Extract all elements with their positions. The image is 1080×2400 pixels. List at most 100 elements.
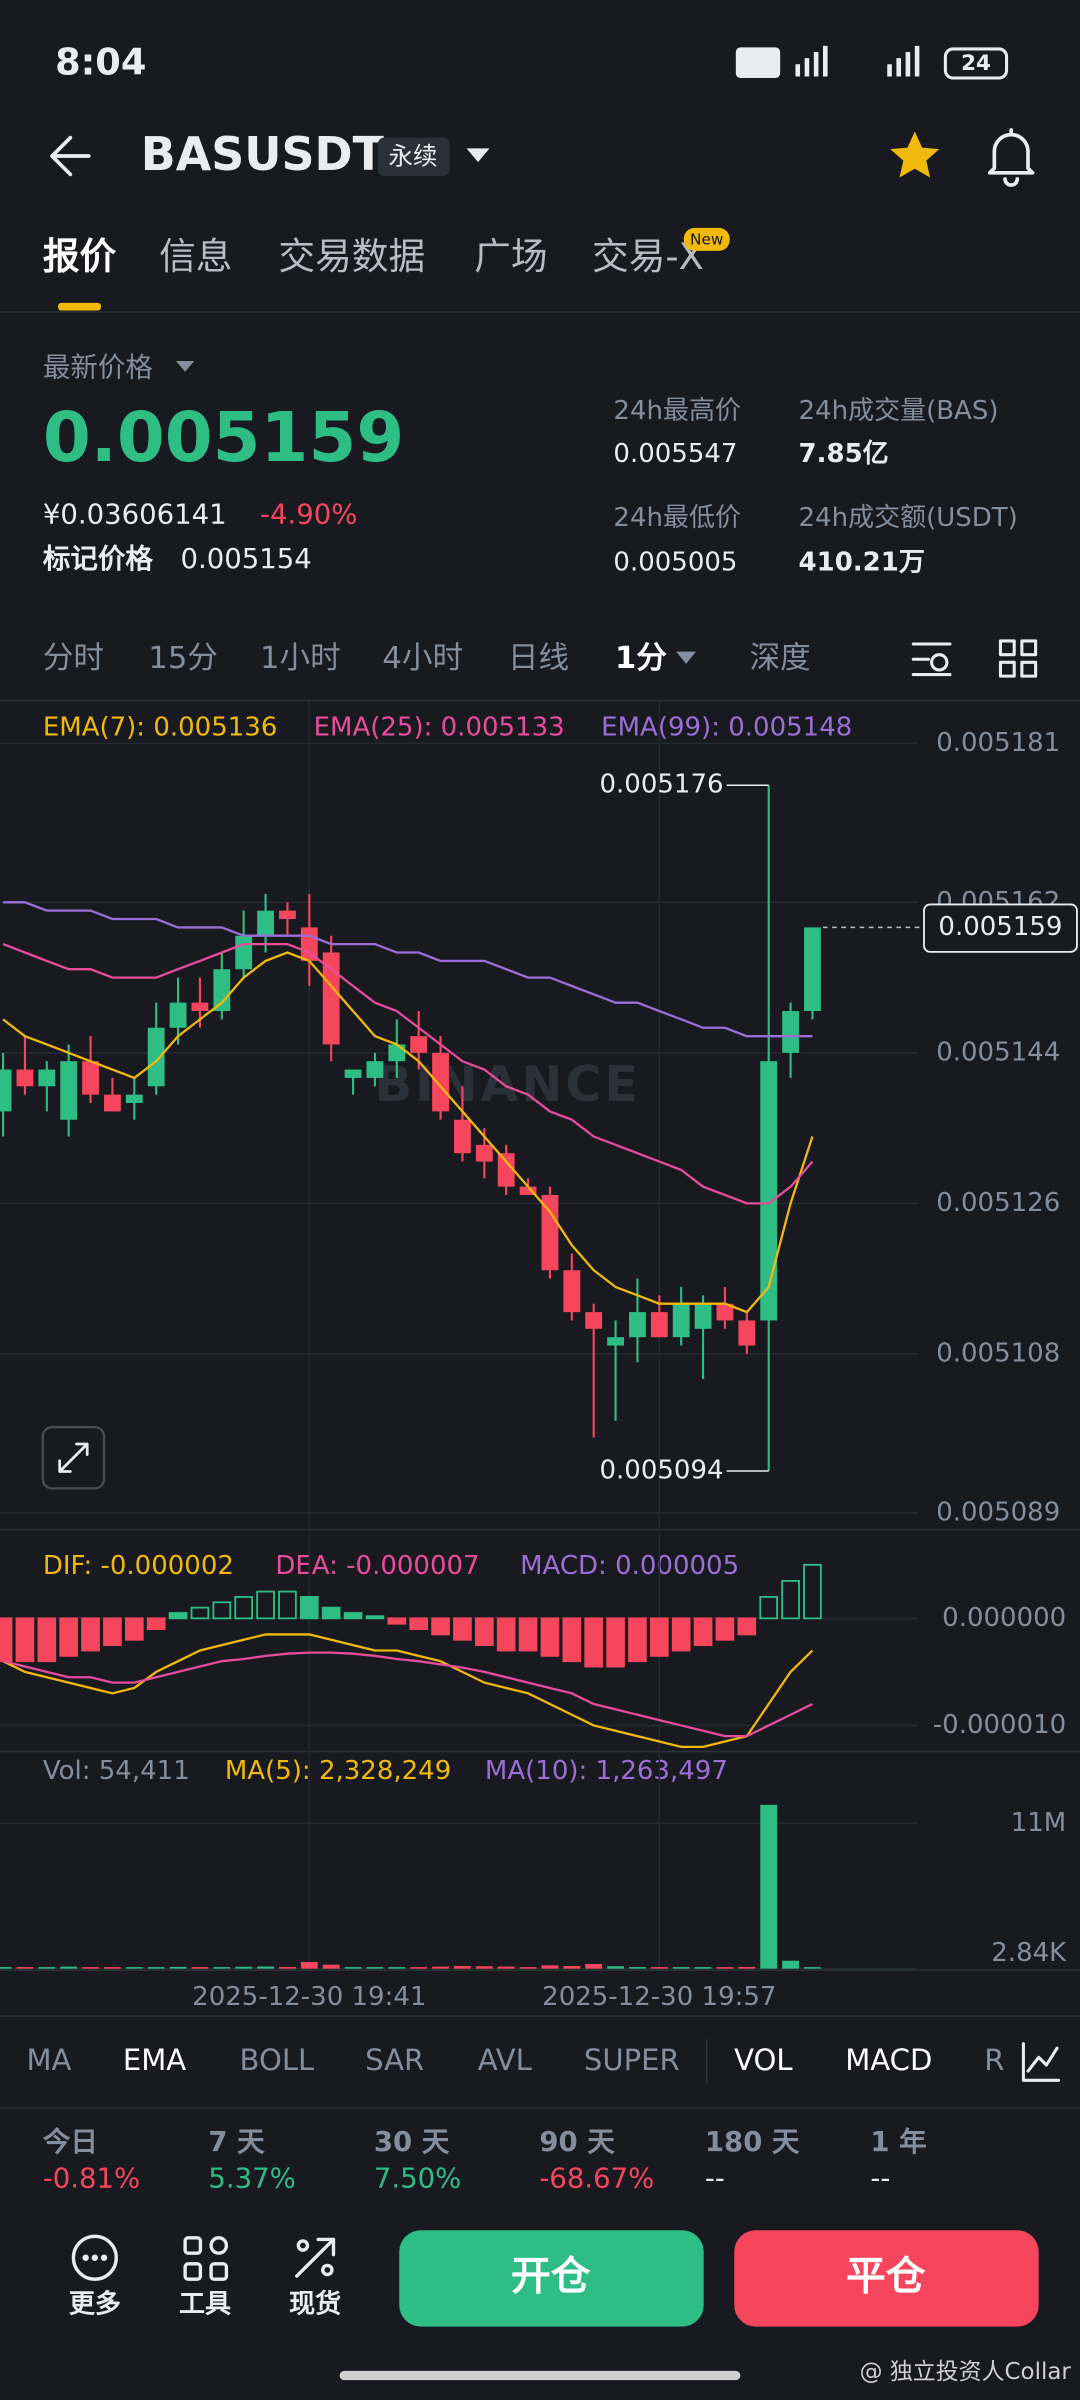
interval-dropdown <box>676 651 697 664</box>
favorite-star[interactable] <box>890 131 940 178</box>
period-label: 30 天 <box>374 2126 450 2158</box>
volume-bar <box>300 1962 318 1969</box>
candle-body <box>716 1303 734 1321</box>
exchange-watermark: BINANCE <box>375 1056 641 1113</box>
volume-bar <box>497 1966 515 1969</box>
close-label[interactable]: 平仓 <box>846 2254 926 2300</box>
macd-legend: MACD: 0.000005 <box>520 1551 739 1581</box>
volume-bar <box>213 1967 231 1969</box>
macd-bar <box>15 1617 35 1663</box>
interval[interactable]: 1分 <box>615 641 667 676</box>
macd-bar <box>124 1617 144 1641</box>
symbol-dropdown[interactable] <box>466 148 490 163</box>
volume-bar <box>738 1966 756 1969</box>
indicator[interactable]: SAR <box>365 2043 424 2077</box>
extreme-label: 0.005176 <box>600 770 724 800</box>
candle-body <box>257 910 274 936</box>
volume-bar <box>519 1967 537 1969</box>
y-tick-label: 0.005126 <box>936 1188 1060 1218</box>
macd-bar <box>190 1606 210 1620</box>
y-tick-label: 0.005108 <box>936 1338 1060 1368</box>
spot-label[interactable]: 现货 <box>289 2289 341 2320</box>
close-button[interactable] <box>734 2230 1039 2327</box>
indicator[interactable]: SUPER <box>584 2043 680 2077</box>
new-badge: New <box>690 231 723 249</box>
open-button[interactable] <box>399 2230 704 2327</box>
more-icon[interactable] <box>71 2234 118 2281</box>
period-performance: 今日 -0.81% 7 天 5.37% 30 天 7.50% 90 天 -68.67% 180 … <box>43 2126 927 2195</box>
interval[interactable]: 1小时 <box>260 641 341 676</box>
y-tick-label: 2.84K <box>991 1938 1067 1968</box>
more-label[interactable]: 更多 <box>69 2290 121 2320</box>
price-tag-box <box>923 903 1078 953</box>
tab[interactable]: 交易数据 <box>278 235 425 278</box>
candle-body <box>366 1061 384 1078</box>
dif-line <box>2 1633 814 1748</box>
stat-value: 0.005547 <box>613 439 737 469</box>
mark-price: 0.005154 <box>181 543 312 575</box>
macd-bar <box>431 1617 450 1636</box>
spot-icon[interactable] <box>295 2237 336 2278</box>
macd-bar <box>146 1617 166 1630</box>
y-tick-label: 0.005089 <box>936 1497 1060 1527</box>
interval[interactable]: 4小时 <box>382 641 463 676</box>
volume-bar <box>38 1967 56 1969</box>
layout-button[interactable] <box>998 639 1038 678</box>
candle-body <box>104 1094 121 1112</box>
interval[interactable]: 分时 <box>43 641 104 676</box>
macd-bar <box>496 1617 516 1652</box>
indicator[interactable]: MACD <box>845 2043 932 2077</box>
macd-bar <box>737 1617 757 1636</box>
period-label: 1 年 <box>870 2126 926 2158</box>
indicator[interactable]: R <box>984 2043 1004 2077</box>
volume-bar <box>410 1967 428 1969</box>
macd-bar <box>671 1617 691 1652</box>
volume-bar <box>82 1967 99 1969</box>
indicator[interactable]: MA <box>26 2043 71 2077</box>
macd-bar <box>803 1563 822 1620</box>
alert-bell[interactable] <box>987 128 1035 187</box>
volume-bar <box>0 1967 12 1969</box>
period-label: 今日 <box>43 2126 98 2158</box>
volume-bar <box>104 1967 121 1969</box>
indicator[interactable]: EMA <box>123 2043 186 2077</box>
y-tick-label: 0.000000 <box>942 1603 1066 1633</box>
macd-bar <box>540 1617 560 1657</box>
tab[interactable]: 信息 <box>159 235 232 278</box>
tab[interactable]: 报价 <box>43 235 117 278</box>
chart-settings[interactable] <box>911 642 952 677</box>
indicator[interactable]: BOLL <box>240 2043 315 2077</box>
back-button[interactable] <box>50 135 91 177</box>
macd-bar <box>0 1617 13 1663</box>
tab[interactable]: 广场 <box>474 235 547 278</box>
volume-bar <box>16 1967 34 1969</box>
ema-legend: EMA(7): 0.005136 <box>43 713 278 743</box>
ema-line <box>2 942 814 1205</box>
volume-bar <box>650 1967 668 1969</box>
volume-bar <box>60 1966 78 1969</box>
stat-label: 24h成交量(BAS) <box>799 396 999 426</box>
interval[interactable]: 深度 <box>750 641 811 676</box>
watermark: @ 独立投资人Collar <box>860 2359 1072 2385</box>
open-label[interactable]: 开仓 <box>511 2254 591 2300</box>
tools-label[interactable]: 工具 <box>179 2290 231 2320</box>
indicator-settings[interactable] <box>1021 2042 1061 2082</box>
candle-body <box>629 1312 646 1338</box>
interval[interactable]: 日线 <box>508 641 569 676</box>
candle-body <box>344 1069 362 1078</box>
expand-icon <box>58 1442 89 1473</box>
expand-button[interactable] <box>41 1426 106 1490</box>
symbol[interactable]: BASUSDT <box>141 127 385 181</box>
extreme-label: 0.005094 <box>600 1455 724 1485</box>
price-label[interactable]: 最新价格 <box>43 352 153 384</box>
indicator[interactable]: AVL <box>478 2043 533 2077</box>
tools-icon[interactable] <box>183 2236 229 2281</box>
macd-bar <box>212 1601 232 1620</box>
battery <box>943 47 1009 80</box>
interval[interactable]: 15分 <box>148 641 218 676</box>
indicator[interactable]: VOL <box>734 2043 793 2077</box>
price-tag: 0.005159 <box>938 912 1062 942</box>
contract-badge: 永续 <box>389 142 438 171</box>
macd-bar <box>606 1617 625 1668</box>
candle-body <box>650 1312 668 1338</box>
